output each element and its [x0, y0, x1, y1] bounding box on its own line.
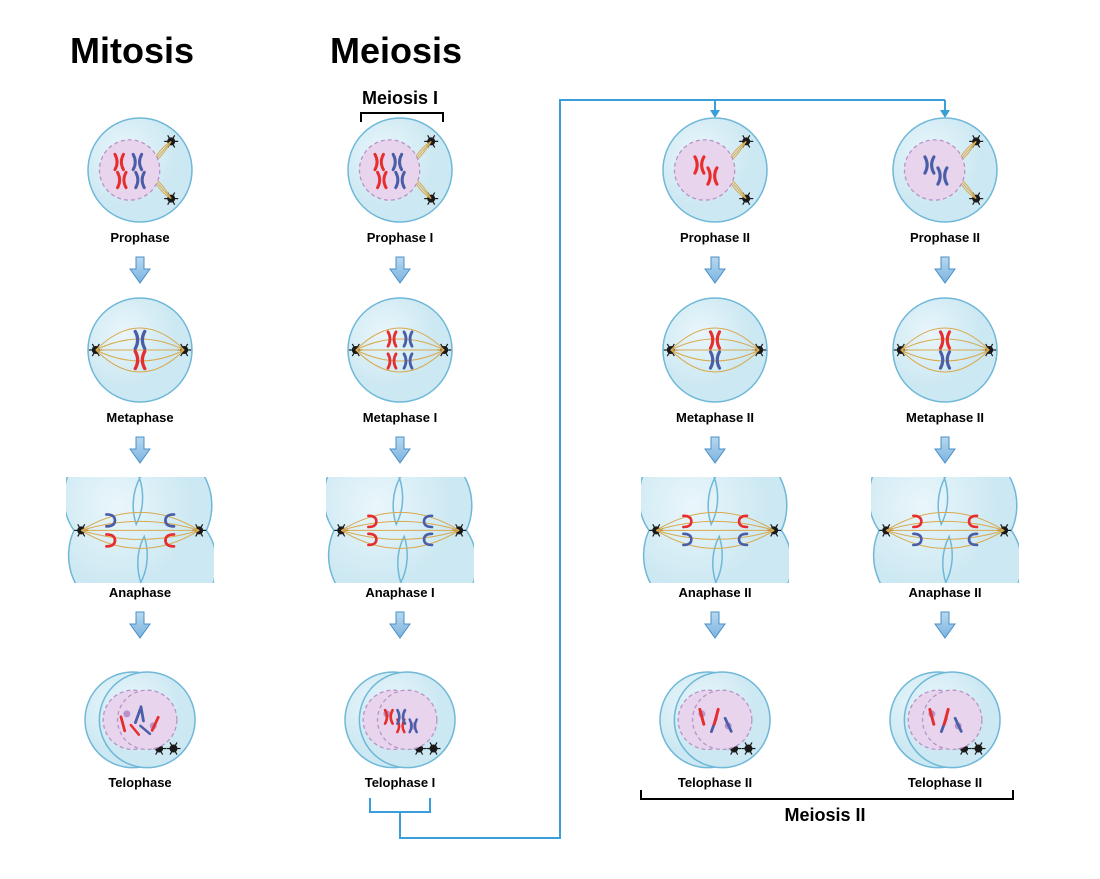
m2-anaphase-label-b: Anaphase II — [875, 585, 1015, 600]
m2-arrow-2-a — [703, 435, 727, 465]
m2-arrow-3-b — [933, 610, 957, 640]
mitosis-arrow-2 — [128, 435, 152, 465]
m2-prophase-cell-b — [889, 114, 1001, 226]
m2-arrow-1-b — [933, 255, 957, 285]
mitosis-telophase-cell — [81, 668, 199, 772]
m2-prophase-label-b: Prophase II — [875, 230, 1015, 245]
m1-arrow-2 — [388, 435, 412, 465]
m1-arrow-1 — [388, 255, 412, 285]
m2-arrow-2-b — [933, 435, 957, 465]
m1-arrow-3 — [388, 610, 412, 640]
mitosis-prophase-label: Prophase — [70, 230, 210, 245]
mitosis-arrow-1 — [128, 255, 152, 285]
m2-prophase-label-a: Prophase II — [645, 230, 785, 245]
subtitle-meiosis-2: Meiosis II — [770, 805, 880, 826]
mitosis-anaphase-cell — [66, 477, 214, 584]
mitosis-prophase-cell — [84, 114, 196, 226]
m2-arrow-3-a — [703, 610, 727, 640]
m1-telophase-cell — [341, 668, 459, 772]
m2-anaphase-cell-a — [641, 477, 789, 584]
m1-anaphase-cell — [326, 477, 474, 584]
mitosis-anaphase-label: Anaphase — [70, 585, 210, 600]
mitosis-metaphase-label: Metaphase — [70, 410, 210, 425]
m1-metaphase-cell — [344, 294, 456, 406]
mitosis-metaphase-cell — [84, 294, 196, 406]
m2-prophase-cell-a — [659, 114, 771, 226]
m1-metaphase-label: Metaphase I — [330, 410, 470, 425]
m2-telophase-cell-b — [886, 668, 1004, 772]
m1-prophase-label: Prophase I — [330, 230, 470, 245]
m1-anaphase-label: Anaphase I — [330, 585, 470, 600]
m2-metaphase-cell-b — [889, 294, 1001, 406]
m2-anaphase-label-a: Anaphase II — [645, 585, 785, 600]
mitosis-telophase-label: Telophase — [70, 775, 210, 790]
m2-metaphase-label-b: Metaphase II — [875, 410, 1015, 425]
subtitle-meiosis-1: Meiosis I — [350, 88, 450, 109]
m1-prophase-cell — [344, 114, 456, 226]
m2-arrow-1-a — [703, 255, 727, 285]
m1-telophase-label: Telophase I — [330, 775, 470, 790]
m2-telophase-cell-a — [656, 668, 774, 772]
mitosis-arrow-3 — [128, 610, 152, 640]
m2-telophase-label-a: Telophase II — [645, 775, 785, 790]
title-mitosis: Mitosis — [70, 30, 194, 72]
bracket-meiosis-2 — [640, 790, 1014, 800]
m2-metaphase-label-a: Metaphase II — [645, 410, 785, 425]
title-meiosis: Meiosis — [330, 30, 462, 72]
m2-metaphase-cell-a — [659, 294, 771, 406]
m2-telophase-label-b: Telophase II — [875, 775, 1015, 790]
m2-anaphase-cell-b — [871, 477, 1019, 584]
